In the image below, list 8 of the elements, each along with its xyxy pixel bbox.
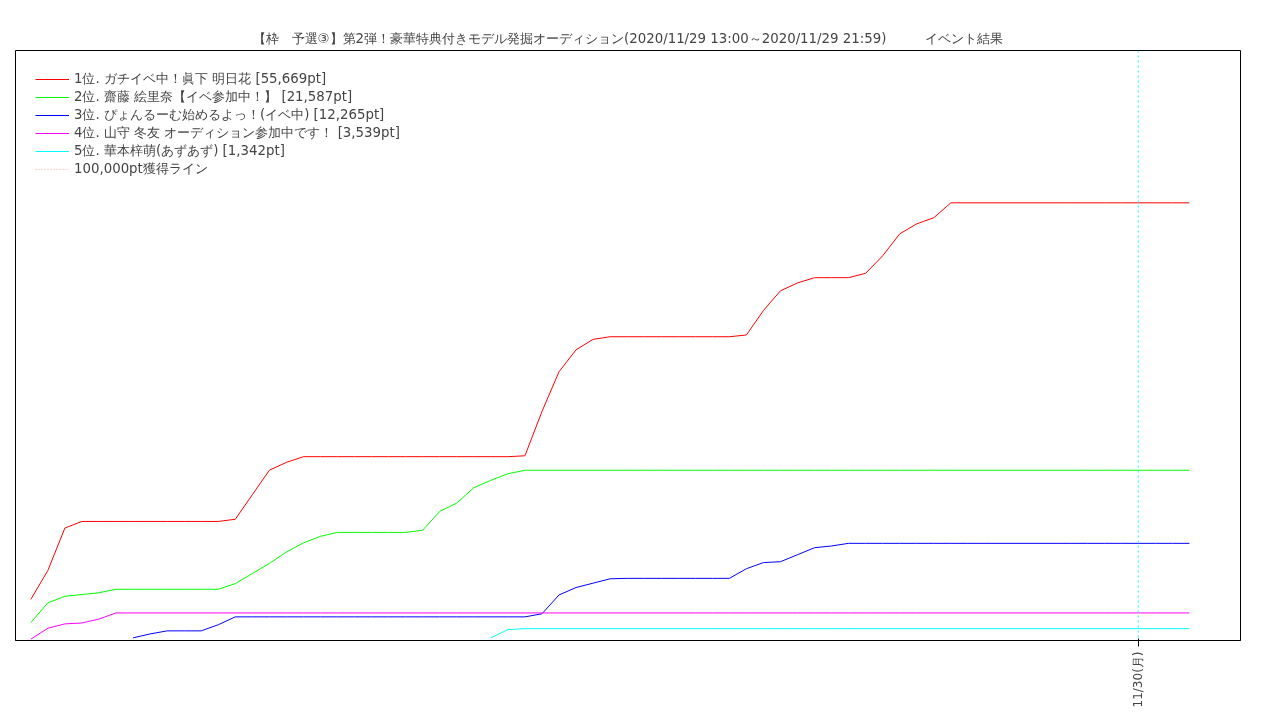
legend-label: 2位. 齋藤 絵里奈【イベ参加中！】 [21,587pt] (74, 88, 353, 106)
legend-label: 4位. 山守 冬友 オーディション参加中です！ [3,539pt] (74, 124, 400, 142)
legend-label: 3位. ぴょんるーむ始めるよっ！(イベ中) [12,265pt] (74, 106, 385, 124)
text: 11/30(月) (1131, 651, 1146, 708)
legend-label: 5位. 華本梓萌(あずあず) [1,342pt] (74, 142, 285, 160)
chart-title: 【枠 予選③】第2弾！豪華特典付きモデル発掘オーディション(2020/11/29 13:00～2020/11/29 21:59) イベント結果 (252, 30, 1004, 46)
legend-label: 1位. ガチイベ中！眞下 明日花 [55,669pt] (74, 70, 327, 88)
legend-label: 100,000pt獲得ライン (74, 160, 208, 178)
